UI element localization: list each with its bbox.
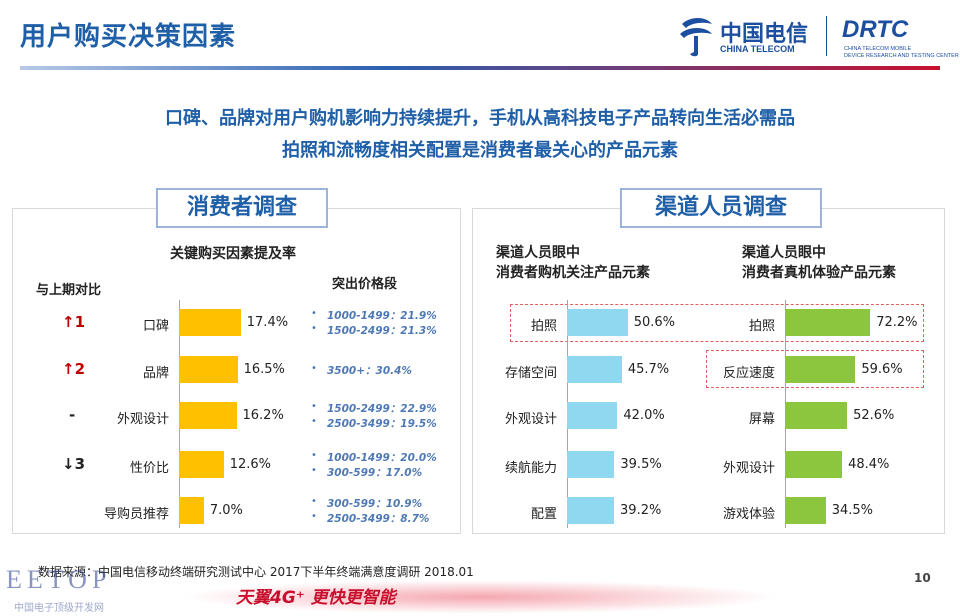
left-category-label: 口碑 [142,319,169,334]
china-telecom-emblem-icon [680,18,712,57]
right-right-title-1: 渠道人员眼中 [742,245,826,261]
left-category-label: 性价比 [129,461,169,476]
left-category-label: 外观设计 [116,412,169,427]
purchase-bar [567,402,618,429]
left-value-label: 16.2% [242,408,284,423]
compare-indicator: ↑1 [62,313,86,331]
experience-bar [785,309,871,336]
price-segment-label: 1000-1499：20.0% [327,452,437,464]
compare-indicator: - [69,406,76,424]
left-chart-subtitle: 关键购买因素提及率 [170,246,296,262]
purchase-value-label: 39.2% [620,503,662,518]
price-bullet: • [311,363,317,374]
right-right-title-2: 消费者真机体验产品元素 [742,265,896,281]
compare-indicator: ↑2 [62,360,86,378]
left-bar [179,402,237,429]
experience-category-label: 拍照 [748,319,775,334]
purchase-bar [567,451,615,478]
header-divider [20,66,940,70]
logo-drtc-sub2: DEVICE RESEARCH AND TESTING CENTER [844,53,959,59]
left-bar [179,309,241,336]
page-title: 用户购买决策因素 [20,22,237,52]
experience-bar [785,356,856,383]
watermark-sub: 中国电子顶级开发网 [14,603,104,614]
purchase-value-label: 50.6% [633,315,676,330]
compare-header: 与上期对比 [36,283,102,298]
page-number: 10 [914,571,931,585]
price-bullet: • [311,416,317,427]
headline-line-2: 拍照和流畅度相关配置是消费者最关心的产品元素 [282,140,678,161]
left-category-label: 导购员推荐 [103,507,169,522]
experience-value-label: 48.4% [848,457,890,472]
purchase-value-label: 45.7% [627,362,670,377]
right-left-title-1: 渠道人员眼中 [496,245,580,261]
compare-indicator: ↓3 [62,455,86,473]
left-value-label: 17.4% [246,315,289,330]
experience-category-label: 反应速度 [722,366,775,381]
price-segment-label: 3500+：30.4% [327,365,412,377]
logo-drtc-sub1: CHINA TELECOM MOBILE [844,46,912,52]
channel-survey-panel [472,208,945,534]
purchase-bar [567,356,622,383]
purchase-value-label: 42.0% [623,408,665,423]
right-left-title-2: 消费者购机关注产品元素 [496,265,650,281]
left-value-label: 12.6% [229,457,272,472]
price-header: 突出价格段 [332,277,398,292]
footer-slogan: 天翼4G⁺ 更快更智能 [236,588,396,608]
experience-bar [785,451,843,478]
price-bullet: • [311,308,317,319]
price-segment-label: 2500-3499：8.7% [327,513,430,525]
footer-band [180,580,780,614]
experience-category-label: 屏幕 [748,412,775,427]
purchase-value-label: 39.5% [620,457,662,472]
price-bullet: • [311,511,317,522]
purchase-bar [567,497,615,524]
data-source: 数据来源：中国电信移动终端研究测试中心 2017下半年终端满意度调研 2018.… [38,565,474,579]
watermark: EETOP [6,565,112,594]
price-bullet: • [311,323,317,334]
price-segment-label: 1500-2499：22.9% [327,403,437,415]
price-segment-label: 300-599：10.9% [327,498,423,510]
price-bullet: • [311,450,317,461]
left-bar [179,356,238,383]
purchase-category-label: 存储空间 [504,366,557,381]
left-value-label: 16.5% [243,362,285,377]
price-bullet: • [311,401,317,412]
price-segment-label: 1500-2499：21.3% [327,325,437,337]
experience-value-label: 52.6% [853,408,895,423]
experience-value-label: 59.6% [861,362,903,377]
price-segment-label: 300-599：17.0% [327,467,423,479]
experience-bar [785,402,848,429]
consumer-survey-tab: 消费者调查 [156,188,328,228]
highlight-box-photo [510,304,924,342]
experience-value-label: 34.5% [831,503,874,518]
purchase-category-label: 续航能力 [504,461,557,476]
headline-line-1: 口碑、品牌对用户购机影响力持续提升，手机从高科技电子产品转向生活必需品 [165,108,795,129]
left-bar [179,451,224,478]
price-bullet: • [311,465,317,476]
logo-divider [826,16,827,56]
left-category-label: 品牌 [142,366,169,381]
experience-category-label: 外观设计 [722,461,775,476]
channel-survey-tab: 渠道人员调查 [620,188,822,228]
logo-ct-en: CHINA TELECOM [720,44,795,54]
highlight-box-response-speed [706,350,924,388]
china-telecom-logo: 中国电信 CHINA TELECOM [676,14,816,62]
experience-value-label: 72.2% [876,315,918,330]
price-segment-label: 2500-3499：19.5% [327,418,437,430]
logo-ct-cn: 中国电信 [720,22,809,47]
price-segment-label: 1000-1499：21.9% [327,310,437,322]
purchase-category-label: 外观设计 [504,412,557,427]
purchase-bar [567,309,628,336]
left-value-label: 7.0% [209,503,243,518]
experience-category-label: 游戏体验 [722,507,775,522]
purchase-category-label: 配置 [530,507,557,522]
experience-bar [785,497,826,524]
drtc-logo: DRTC CHINA TELECOM MOBILE DEVICE RESEARC… [836,14,959,62]
logo-drtc-text: DRTC [842,16,909,43]
left-bar [179,497,204,524]
purchase-category-label: 拍照 [530,319,557,334]
price-bullet: • [311,496,317,507]
